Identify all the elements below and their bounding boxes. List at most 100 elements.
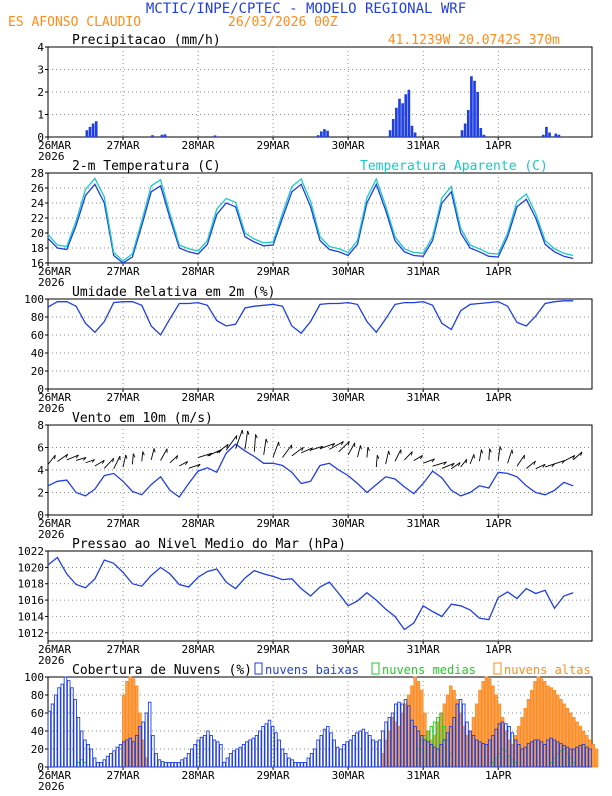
cloud-bar-low [90,749,93,767]
wind-arrow-head [500,446,501,450]
cloud-bar-low [48,711,51,767]
precip-bar [473,81,476,137]
cloud-bar-low [297,763,300,768]
wind-ytick-label: 6 [37,442,44,455]
precip-bar [467,110,470,137]
wind-arrow [292,447,303,456]
rh-series-line [48,301,573,335]
cloud-bar-low [100,763,103,768]
precip-ytick-label: 2 [37,86,44,99]
cloud-legend-label: nuvens baixas [265,663,359,677]
cloud-bar-low [310,754,313,768]
pressure-ytick-label: 1014 [18,610,45,623]
clouds-ytick-label: 80 [31,689,44,702]
precip-xtick-label: 1APR [485,139,512,152]
wind-arrow-head [291,445,292,449]
cloud-bar-low [200,737,203,767]
cloud-bar-low [343,745,346,768]
wind-arrow-head [154,448,155,452]
cloud-bar-low [187,754,190,768]
wind-ytick-label: 4 [37,464,44,477]
wind-arrow [395,450,401,462]
cloud-bar-low [365,733,368,767]
precip-bar [326,131,329,137]
cloud-bar-low [181,760,184,767]
precip-bar [389,130,392,137]
rh-xtick-label: 28MAR [182,391,215,404]
cloud-bar-low [80,731,83,767]
wind-arrow [489,449,490,460]
wind-arrow [114,456,120,469]
rh-ytick-label: 20 [31,365,44,378]
temp-xtick-label: 31MAR [407,265,440,278]
temp-xtick-label: 1APR [485,265,512,278]
cloud-bar-low [314,749,317,767]
temp-legend-label: Temperatura Aparente (C) [360,159,548,174]
clouds-ytick-label: 20 [31,743,44,756]
wind-xtick-label: 30MAR [332,517,365,530]
wind-arrow-head [360,445,361,449]
cloud-bar-low [67,681,70,767]
cloud-bar-low [236,749,239,767]
wind-arrow [161,449,167,461]
cloud-bar-low [284,754,287,768]
precip-bar [461,130,464,137]
precip-bar [548,133,551,138]
precip-bar [214,135,217,137]
precip-bar [398,99,401,137]
rh-ytick-label: 80 [31,311,44,324]
pressure-title: Pressao ao Nivel Medio do Mar (hPa) [72,537,346,552]
clouds-year-label: 2026 [38,780,65,792]
cloud-bar-low [148,702,151,767]
cloud-bar-low [275,733,278,767]
cloud-bar-low [58,688,61,767]
cloud-bar-low [239,747,242,767]
precip-xtick-label: 31MAR [407,139,440,152]
cloud-bar-low [255,736,258,768]
cloud-bar-low [213,740,216,767]
pressure-xtick-label: 28MAR [182,643,215,656]
precip-bar [558,135,561,137]
cloud-bar-low [258,731,261,767]
precip-xtick-label: 27MAR [106,139,139,152]
wind-arrow [142,452,143,462]
cloud-bar-low [326,727,329,768]
cloud-bar-low [349,740,352,767]
cloud-bar-low [113,751,116,767]
precip-bar [320,131,323,137]
clouds-xtick-label: 28MAR [182,769,215,782]
cloud-bar-high [592,745,595,768]
precip-bar [545,127,548,137]
cloud-bar-low [194,745,197,768]
wind-series-line [48,444,573,497]
rh-xtick-label: 31MAR [407,391,440,404]
precip-bar [476,92,479,137]
wind-arrow [264,439,266,455]
pressure-xtick-label: 29MAR [257,643,290,656]
precip-bar [401,103,404,137]
wind-title: Vento em 10m (m/s) [72,411,213,426]
precip-ytick-label: 4 [37,41,44,54]
cloud-bar-low [207,731,210,767]
wind-xtick-label: 1APR [485,517,512,530]
precip-bar [542,135,545,137]
wind-arrow [104,458,113,468]
cloud-bar-low [106,756,109,767]
cloud-bar-low [110,754,113,768]
cloud-bar-low [252,738,255,767]
precip-ytick-label: 1 [37,109,44,122]
cloud-bar-low [281,749,284,767]
wind-xtick-label: 28MAR [182,517,215,530]
cloud-bar-low [323,729,326,767]
clouds-ytick-label: 100 [24,671,44,684]
wind-arrow [282,445,291,458]
cloud-bar-low [375,742,378,767]
clouds-xtick-label: 31MAR [407,769,440,782]
cloud-bar-low [229,754,232,768]
precip-bar [470,76,473,137]
wind-arrow-head [126,455,127,459]
wind-arrow [376,455,377,467]
wind-arrow-head [481,450,482,454]
temp-xtick-label: 28MAR [182,265,215,278]
cloud-bar-low [268,720,271,767]
